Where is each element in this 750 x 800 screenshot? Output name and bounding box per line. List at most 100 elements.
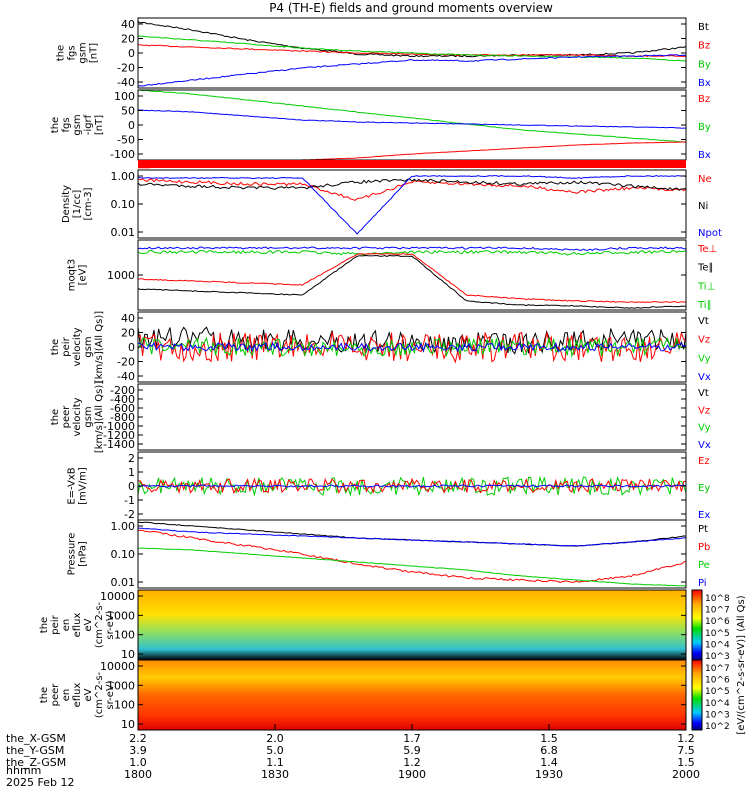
panel-peir_vel: 40 200 -20-40 thepeirvelocitygsm[km/s](All … [50, 311, 711, 383]
colorbars: 10^810^710^610^510^410^310^710^610^510^4… [691, 589, 747, 735]
colorbar-tick: 10^5 [705, 687, 730, 697]
legend-Npot: Npot [698, 228, 722, 239]
ytick-label: 40 [121, 312, 135, 325]
ephem-row-label: the_Z-GSM [6, 756, 66, 769]
panel-density: 1.00 0.10 0.01 Density[1/cc][cm-3] Ne Ni Npot [61, 169, 722, 239]
ytick-label: 1000 [107, 609, 135, 622]
panel-temp: 1000 moqt3[eV] Te⊥ Te∥ Ti⊥ Ti∥ [67, 239, 717, 311]
panel-peer_spec: 10000 1000 100 10 thepeerenefluxeV(cm^2-s-sr… [39, 659, 687, 731]
ytick-label: 0.10 [111, 548, 136, 561]
time-axis-label: hhmm [6, 764, 41, 777]
ytick-label: -40 [117, 370, 135, 383]
series-By [137, 35, 687, 62]
ytick-label: -100 [110, 148, 135, 161]
legend-Te∥: Te∥ [697, 263, 714, 274]
ytick-label: -2 [124, 508, 135, 521]
series-Npot [137, 174, 687, 235]
ytick-label: 1000 [107, 679, 135, 692]
series-Bt [137, 20, 687, 58]
series-Ti-par [137, 249, 687, 256]
ephem-value: 1.5 [540, 732, 558, 745]
chart-title: P4 (TH-E) fields and ground moments over… [269, 1, 553, 15]
ephem-value: 3.9 [129, 744, 147, 757]
ytick-label: -40 [117, 76, 135, 89]
legend-Bt: Bt [698, 22, 709, 33]
series-Pe [138, 547, 687, 587]
legend-Vt: Vt [698, 316, 709, 327]
time-tick-label: 1900 [398, 768, 426, 781]
ytick-label: -1000 [103, 420, 135, 433]
colorbar-label: [eV/(cm^2-s-sr-eV)] (All Qs) [736, 595, 747, 734]
ytick-label: -1200 [103, 429, 135, 442]
ylabel-fgs_dc: thefgsgsm-igrf[nT] [50, 114, 105, 135]
colorbar-tick: 10^6 [705, 617, 730, 627]
ephem-value: 6.8 [540, 744, 558, 757]
legend-Ne: Ne [698, 174, 712, 185]
ytick-label: 100 [114, 90, 135, 103]
ytick-label: -1400 [103, 438, 135, 451]
panel-frame [137, 169, 687, 239]
ephem-value: 5.9 [403, 744, 421, 757]
ytick-label: 20 [121, 327, 135, 340]
series-Ni [137, 178, 687, 191]
ephem-value: 1.4 [540, 756, 558, 769]
ytick-label: 0.01 [111, 576, 136, 589]
panel-frame [137, 383, 687, 451]
colorbar-tick: 10^4 [705, 640, 730, 650]
ylabel-peer_vel: thepeervelocitygsm[km/s](All Qs)] [50, 381, 105, 453]
colorbar-peer_spec [691, 659, 703, 731]
ylabel-pressure: Pressure[nPa] [67, 533, 89, 576]
legend-Vx: Vx [698, 372, 711, 383]
spectrogram-peer_spec [138, 660, 686, 730]
ephem-value: 5.0 [266, 744, 284, 757]
ytick-label: 10000 [100, 660, 135, 673]
ytick-label: 0 [128, 47, 135, 60]
legend-Pt: Pt [698, 524, 708, 535]
ephem-value: 1.7 [403, 732, 421, 745]
ytick-label: 1 [128, 466, 135, 479]
plot-panels: 40200-20-40thefgsgsm[nT]BtBzByBx100500-5… [39, 17, 722, 731]
legend-Ex: Ex [698, 510, 710, 521]
ytick-label: 20 [121, 33, 135, 46]
series-Pb [137, 529, 687, 583]
ytick-label: 1000 [107, 269, 135, 282]
fgs-dc-saturation-band [138, 160, 686, 168]
legend-Bx: Bx [698, 150, 711, 161]
ylabel-efield: E=-VxB[mV/m] [67, 467, 89, 505]
ephem-value: 2.0 [266, 732, 284, 745]
ytick-label: 10 [121, 648, 135, 661]
legend-Ez: Ez [698, 456, 710, 467]
ephem-value: 1.2 [677, 732, 695, 745]
ytick-label: 50 [121, 105, 135, 118]
ephem-value: 1.0 [129, 756, 147, 769]
legend-Ti⊥: Ti⊥ [697, 281, 715, 292]
series-Ey [137, 475, 687, 497]
ytick-label: 100 [114, 699, 135, 712]
colorbar-tick: 10^7 [705, 606, 730, 616]
series-Ne [137, 178, 687, 201]
time-axis-footer: 2025 Feb 12 hhmm the_X-GSM 2.2 2.0 1.7 1.5 1.… [6, 724, 700, 789]
series-Vx [137, 341, 687, 353]
ytick-label: -200 [110, 384, 135, 397]
colorbar-peir_spec [691, 589, 703, 661]
spectrogram-peir_spec [138, 590, 686, 660]
ytick-label: -20 [117, 356, 135, 369]
time-tick-label: 2000 [672, 768, 700, 781]
ylabel-fgs: thefgsgsm[nT] [56, 42, 100, 63]
series-Vy [137, 336, 687, 358]
colorbar-tick: 10^5 [705, 629, 730, 639]
colorbar-tick: 10^8 [705, 594, 730, 604]
legend-Pb: Pb [698, 542, 710, 553]
panel-efield: 210-1-2 E=-VxB[mV/m] Ez Ey Ex [67, 451, 710, 521]
ephem-value: 7.5 [677, 744, 695, 757]
legend-By: By [698, 59, 711, 70]
panel-pressure: 1.00 0.10 0.01 Pressure[nPa] Pt Pb Pe Pi [67, 519, 710, 589]
legend-Bz: Bz [698, 94, 710, 105]
panel-fgs_dc: 100 500 -50-100 thefgsgsm-igrf[nT] Bz By Bx [50, 89, 711, 169]
series-Pi [137, 527, 687, 547]
ylabel-peir_spec: thepeirenefluxeV(cm^2-s-sr-eV) [39, 601, 116, 648]
legend-Te⊥: Te⊥ [697, 244, 717, 255]
ytick-label: 2 [128, 452, 135, 465]
colorbar-tick: 10^4 [705, 699, 730, 709]
